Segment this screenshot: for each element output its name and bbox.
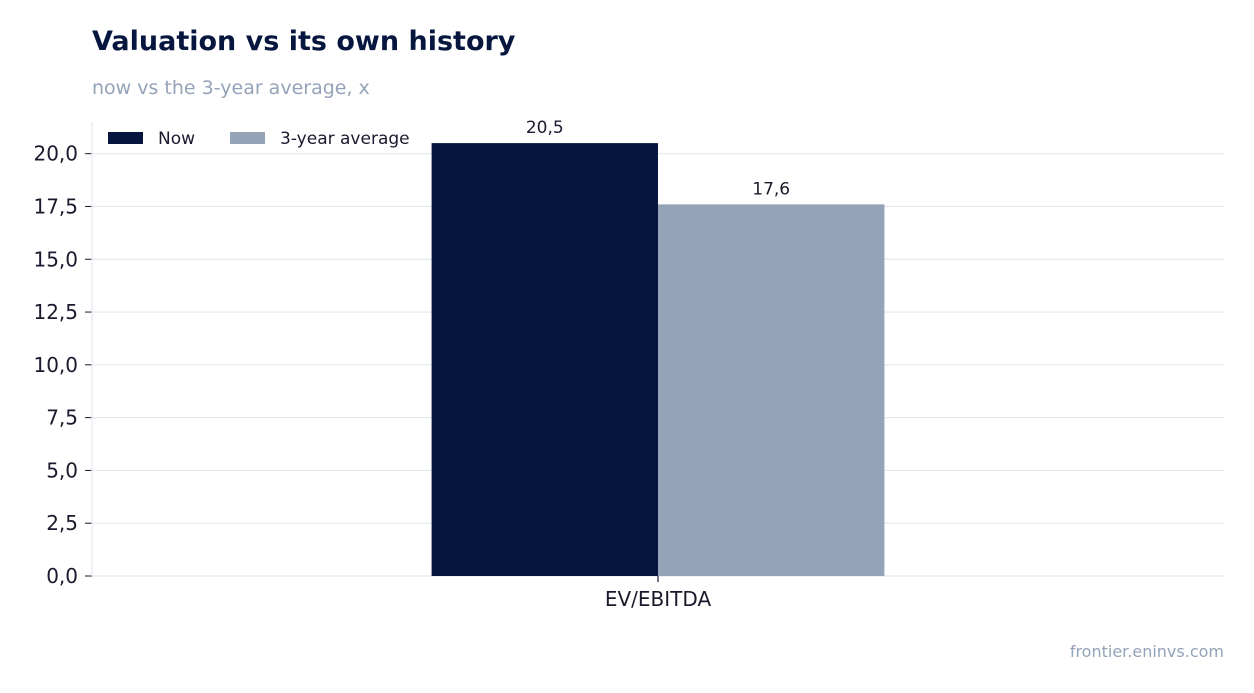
y-tick-label: 15,0 [33, 247, 78, 271]
data-label: 20,5 [526, 118, 564, 138]
legend: Now 3-year average [108, 129, 410, 149]
legend-label: Now [158, 129, 195, 149]
y-tick-label: 2,5 [46, 511, 78, 535]
legend-label: 3-year average [280, 129, 410, 149]
y-tick-label: 0,0 [46, 564, 78, 588]
y-tick-label: 7,5 [46, 406, 78, 430]
y-tick-label: 17,5 [33, 194, 78, 218]
bar [658, 204, 885, 576]
y-tick-label: 20,0 [33, 142, 78, 166]
bar [431, 143, 658, 576]
y-tick-label: 12,5 [33, 300, 78, 324]
chart-subtitle: now vs the 3-year average, x [92, 77, 370, 99]
axes: 0,0 2,5 5,0 7,5 10,0 12,5 15,0 17,5 20,0 EV/EBITD… [33, 122, 711, 611]
data-labels: 20,5 17,6 [526, 118, 790, 199]
bars [431, 143, 885, 576]
data-label: 17,6 [752, 179, 790, 199]
chart-title: Valuation vs its own history [92, 26, 516, 57]
y-tick-label: 5,0 [46, 458, 78, 482]
footer-source: frontier.eninvs.com [1069, 642, 1224, 661]
y-tick-label: 10,0 [33, 353, 78, 377]
legend-swatch [230, 132, 266, 144]
x-tick-label: EV/EBITDA [605, 587, 712, 611]
legend-swatch [108, 132, 143, 144]
